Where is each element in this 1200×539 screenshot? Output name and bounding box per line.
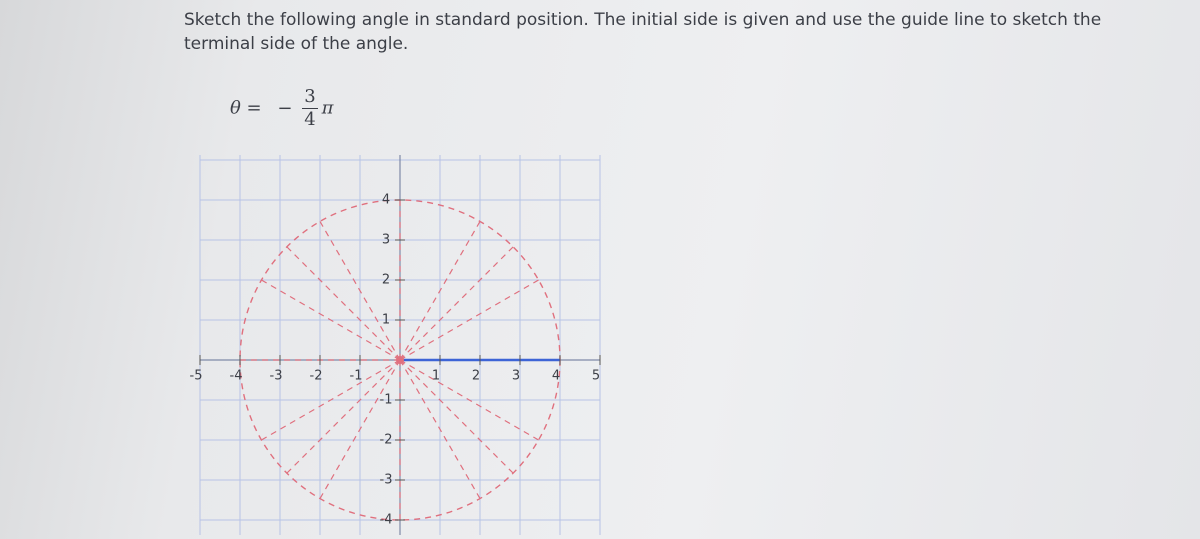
fraction: 3 4: [302, 86, 318, 131]
y-tick-label: -1: [380, 393, 393, 408]
x-tick-label: 5: [592, 369, 600, 384]
x-tick-label: 4: [552, 369, 560, 384]
pi: π: [321, 97, 334, 119]
vertex-point: [396, 356, 404, 364]
guide-line: [399, 359, 539, 441]
guide-line: [261, 279, 401, 361]
y-tick-label: -4: [380, 513, 393, 528]
y-tick-label: -2: [380, 433, 393, 448]
y-tick-label: -3: [380, 473, 393, 488]
guide-line: [319, 359, 401, 499]
guide-line: [286, 246, 401, 361]
x-tick-label: -3: [270, 369, 283, 384]
x-tick-label: 1: [432, 369, 440, 384]
guide-line: [399, 359, 481, 499]
y-tick-label: 2: [382, 273, 390, 288]
x-tick-label: -2: [310, 369, 323, 384]
guide-line: [399, 359, 514, 474]
numerator: 3: [302, 86, 318, 109]
theta: θ =: [230, 97, 262, 119]
angle-formula: θ = − 3 4 π: [230, 86, 334, 131]
x-tick-label: -1: [350, 369, 363, 384]
guide-line: [319, 221, 401, 361]
guide-line: [286, 359, 401, 474]
guide-line: [399, 279, 539, 361]
x-tick-label: 2: [472, 369, 480, 384]
y-tick-label: 4: [382, 193, 390, 208]
x-tick-label: -4: [230, 369, 243, 384]
instructions: Sketch the following angle in standard p…: [184, 10, 1102, 54]
denominator: 4: [304, 109, 316, 130]
y-tick-label: 1: [382, 313, 390, 328]
guide-line: [399, 246, 514, 361]
x-tick-label: 3: [512, 369, 520, 384]
guide-line: [399, 221, 481, 361]
y-tick-label: 3: [382, 233, 390, 248]
guide-line: [261, 359, 401, 441]
x-tick-label: -5: [190, 369, 203, 384]
sign: −: [277, 97, 293, 119]
